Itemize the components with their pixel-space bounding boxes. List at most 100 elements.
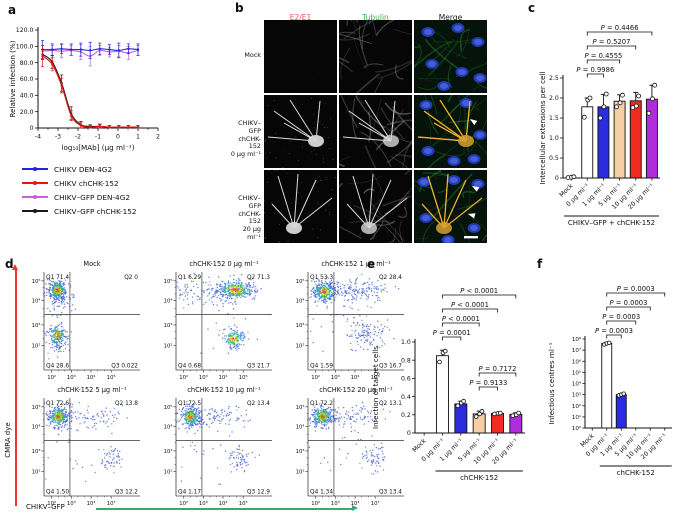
flow-block-20ug: chCHK-152 20 μg ml⁻¹ 10² 10³ 10⁴ 10⁵ 10⁵ 10⁴ 1… bbox=[288, 386, 412, 509]
flow-y-axis-label: CMRA dye bbox=[4, 422, 12, 458]
svg-text:10⁴: 10⁴ bbox=[296, 297, 305, 304]
svg-text:Q1 53.3: Q1 53.3 bbox=[310, 275, 333, 281]
svg-text:P < 0.0001: P < 0.0001 bbox=[442, 315, 480, 323]
svg-text:10²: 10² bbox=[164, 469, 173, 476]
flow-title-20ug: chCHK-152 20 μg ml⁻¹ bbox=[319, 386, 393, 394]
svg-text:10⁵: 10⁵ bbox=[239, 374, 248, 381]
svg-text:10³: 10³ bbox=[67, 374, 76, 381]
svg-text:Q2 0: Q2 0 bbox=[124, 275, 138, 281]
svg-text:10⁵: 10⁵ bbox=[371, 500, 380, 507]
legend-label: CHIKV–GFP chCHK-152 bbox=[54, 206, 137, 216]
svg-text:P = 0.9133: P = 0.9133 bbox=[469, 379, 507, 387]
flow-plot-10ug: 10² 10³ 10⁴ 10⁵ 10⁵ 10⁴ 10³ 10² Q1 72.5 Q2 13.4 Q4… bbox=[164, 398, 272, 507]
svg-text:2.5: 2.5 bbox=[549, 75, 559, 82]
channel-headers: E2/E1 Tubulin Merge bbox=[264, 5, 489, 24]
svg-text:40.0: 40.0 bbox=[20, 93, 34, 100]
svg-text:Q2 13.1: Q2 13.1 bbox=[379, 401, 402, 407]
row-label-mock: Mock bbox=[244, 51, 261, 59]
svg-text:0.6: 0.6 bbox=[401, 376, 411, 383]
svg-text:Q1 72.6: Q1 72.6 bbox=[46, 401, 69, 407]
cmra-axis-arrow bbox=[12, 264, 18, 506]
svg-text:80.0: 80.0 bbox=[20, 60, 34, 67]
panel-e: e 0 0.2 0.4 0.6 0.8 1.0 Infection of target ce… bbox=[363, 258, 535, 521]
svg-text:10⁴: 10⁴ bbox=[164, 297, 173, 304]
svg-text:10⁵: 10⁵ bbox=[107, 500, 116, 507]
svg-text:P = 0.0003: P = 0.0003 bbox=[602, 313, 640, 321]
flow-title-5ug: chCHK-152 5 μg ml⁻¹ bbox=[57, 386, 127, 394]
svg-text:-3: -3 bbox=[55, 134, 61, 141]
svg-text:Q3 21.7: Q3 21.7 bbox=[247, 364, 270, 370]
panel-c: c 0 0.5 1.0 1.5 2.0 2.5 Intercellular extensio… bbox=[490, 0, 685, 256]
svg-text:Q1 6.29: Q1 6.29 bbox=[178, 275, 201, 281]
svg-text:0: 0 bbox=[30, 125, 34, 132]
channel-header-e2e1: E2/E1 bbox=[289, 13, 312, 22]
flow-block-10ug: chCHK-152 10 μg ml⁻¹ 10² 10³ 10⁴ 10⁵ 10⁵ 10⁴ 1… bbox=[156, 386, 280, 509]
svg-text:10⁶: 10⁶ bbox=[572, 358, 582, 365]
svg-text:1: 1 bbox=[136, 134, 140, 141]
svg-text:Q3 13.4: Q3 13.4 bbox=[379, 490, 402, 496]
svg-text:P < 0.0001: P < 0.0001 bbox=[460, 287, 498, 295]
flow-title-10ug: chCHK-152 10 μg ml⁻¹ bbox=[187, 386, 261, 394]
svg-text:10²: 10² bbox=[179, 374, 188, 381]
svg-text:P = 0.0001: P = 0.0001 bbox=[433, 329, 471, 337]
micrograph-0ug-e2e1 bbox=[264, 95, 337, 168]
micrograph-mock-e2e1 bbox=[264, 20, 337, 93]
micrograph-20ug-e2e1 bbox=[264, 170, 337, 243]
svg-text:10³: 10³ bbox=[32, 448, 41, 455]
svg-text:Q4 0.68: Q4 0.68 bbox=[178, 364, 201, 370]
svg-text:10⁴: 10⁴ bbox=[351, 500, 360, 507]
svg-text:10⁴: 10⁴ bbox=[87, 500, 96, 507]
svg-text:P = 0.7172: P = 0.7172 bbox=[479, 365, 517, 373]
svg-text:10²: 10² bbox=[47, 374, 56, 381]
svg-text:10⁵: 10⁵ bbox=[164, 278, 173, 285]
svg-text:Q4 1.59: Q4 1.59 bbox=[310, 364, 333, 370]
svg-text:10²: 10² bbox=[32, 469, 41, 476]
gfp-axis-arrow bbox=[96, 505, 358, 511]
svg-text:10³: 10³ bbox=[331, 500, 340, 507]
svg-text:Q3 0.022: Q3 0.022 bbox=[111, 364, 138, 370]
svg-text:10³: 10³ bbox=[296, 448, 305, 455]
channel-header-tubulin: Tubulin bbox=[362, 13, 389, 22]
legend-marker-red bbox=[33, 181, 37, 185]
svg-text:P = 0.5207: P = 0.5207 bbox=[593, 38, 631, 46]
flow-plot-1ug: 10² 10³ 10⁴ 10⁵ 10⁵ 10⁴ 10³ 10² Q1 53.3 Q2 28.4 Q4… bbox=[296, 272, 404, 381]
micrograph-20ug-merge bbox=[414, 170, 487, 243]
svg-text:10⁴: 10⁴ bbox=[572, 381, 582, 388]
svg-text:10³: 10³ bbox=[164, 322, 173, 329]
panel-a: a -4 -3 -2 -1 0 1 2 0 20.0 40.0 60.0 80.0 100.0 120.0… bbox=[0, 0, 228, 256]
svg-text:10⁵: 10⁵ bbox=[32, 278, 41, 285]
svg-text:10²: 10² bbox=[296, 343, 305, 350]
svg-text:P = 0.9986: P = 0.9986 bbox=[576, 66, 614, 74]
svg-text:-1: -1 bbox=[95, 134, 101, 141]
flow-block-0ug: chCHK-152 0 μg ml⁻¹ 10² 10³ 10⁴ 10⁵ 10⁵ 10⁴ 10… bbox=[156, 260, 280, 383]
svg-text:Q3 12.2: Q3 12.2 bbox=[115, 490, 138, 496]
flow-plot-20ug: 10² 10³ 10⁴ 10⁵ 10⁵ 10⁴ 10³ 10² Q1 72.2 Q2 13.1 Q4… bbox=[296, 398, 404, 507]
svg-text:10³: 10³ bbox=[572, 392, 581, 399]
svg-text:0.8: 0.8 bbox=[401, 357, 411, 364]
legend-line-red bbox=[22, 181, 48, 185]
svg-text:2.0: 2.0 bbox=[549, 95, 559, 102]
svg-text:Q1 72.5: Q1 72.5 bbox=[178, 401, 201, 407]
flow-x-axis-label: CHIKV–GFP bbox=[26, 502, 65, 511]
svg-text:Intercellular extensions per c: Intercellular extensions per cell bbox=[538, 72, 547, 185]
flow-block-5ug: chCHK-152 5 μg ml⁻¹ 10² 10³ 10⁴ 10⁵ 10⁵ 10⁴ 10… bbox=[24, 386, 148, 509]
svg-text:Q2 13.4: Q2 13.4 bbox=[247, 401, 270, 407]
svg-text:10⁴: 10⁴ bbox=[219, 374, 228, 381]
svg-text:P = 0.0003: P = 0.0003 bbox=[617, 285, 655, 293]
svg-text:10⁰: 10⁰ bbox=[572, 425, 582, 432]
chart-a-legend: CHIKV DEN-4G2 CHIKV chCHK-152 CHIKV–GFP … bbox=[22, 162, 137, 218]
svg-text:1.5: 1.5 bbox=[549, 115, 559, 122]
svg-text:chCHK-152: chCHK-152 bbox=[617, 469, 655, 477]
svg-text:10⁵: 10⁵ bbox=[107, 374, 116, 381]
svg-text:10⁵: 10⁵ bbox=[164, 404, 173, 411]
svg-text:10³: 10³ bbox=[199, 500, 208, 507]
infectious-centres-chart: 10⁰ 10¹ 10² 10³ 10⁴ 10⁵ 10⁶ 10⁷ 10⁸ Infectious ce… bbox=[547, 285, 672, 477]
svg-text:10⁵: 10⁵ bbox=[296, 404, 305, 411]
panel-b: b E2/E1 Tubulin Merge Mock CHIKV–GFP chCHK… bbox=[228, 0, 490, 256]
dose-response-chart: -4 -3 -2 -1 0 1 2 0 20.0 40.0 60.0 80.0 100.0 120.0 lo… bbox=[8, 27, 160, 152]
svg-text:10⁴: 10⁴ bbox=[32, 297, 41, 304]
svg-text:chCHK-152: chCHK-152 bbox=[460, 474, 498, 482]
svg-text:P = 0.4555: P = 0.4555 bbox=[584, 52, 622, 60]
svg-text:P < 0.0001: P < 0.0001 bbox=[451, 301, 489, 309]
